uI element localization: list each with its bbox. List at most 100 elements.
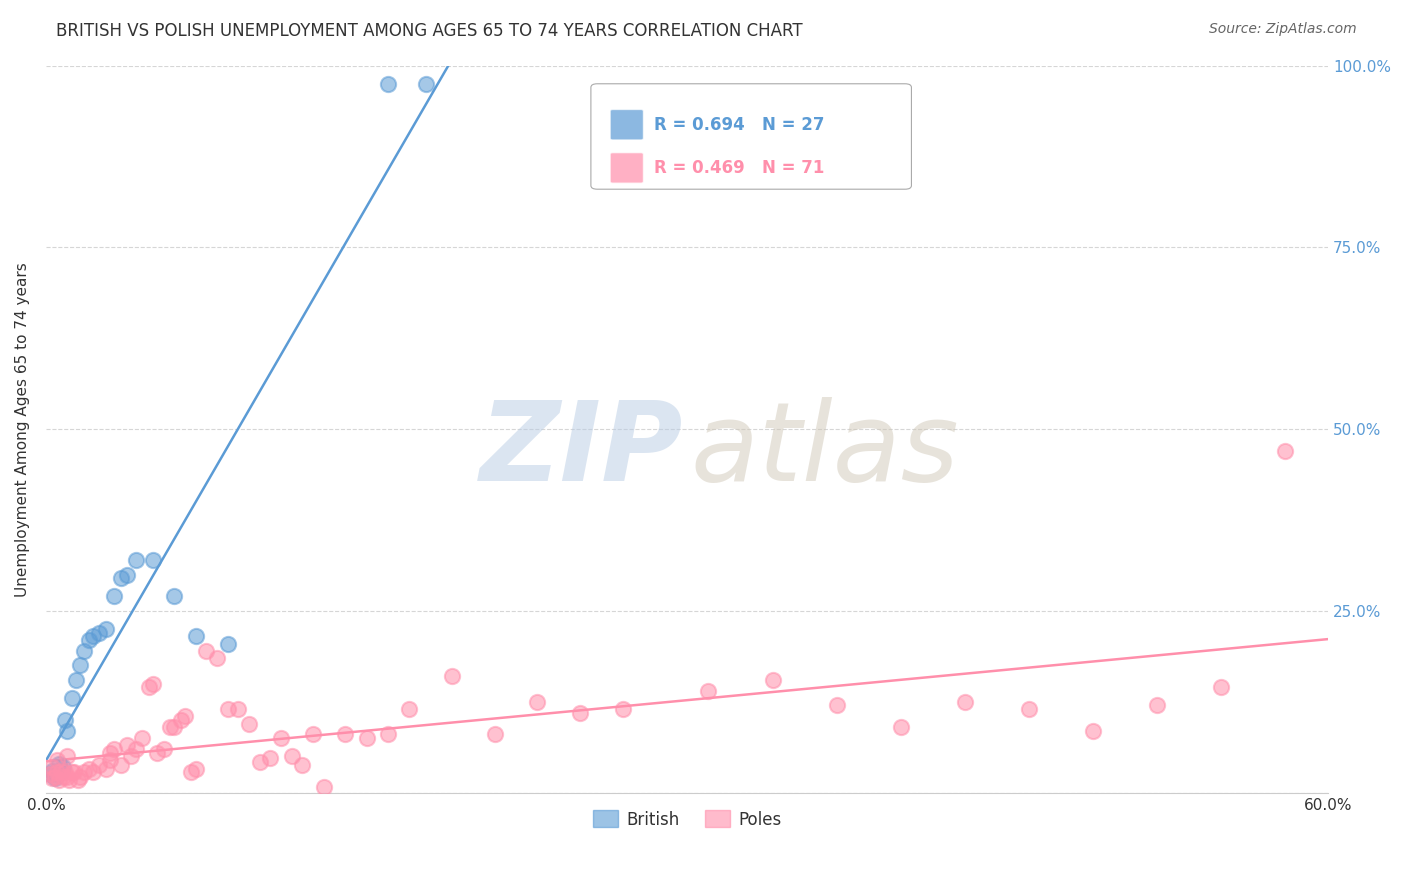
- Point: [125, 553, 148, 567]
- Point: [1018, 702, 1040, 716]
- Point: [249, 755, 271, 769]
- Point: [77, 632, 100, 647]
- Point: [205, 651, 228, 665]
- Point: [60, 765, 83, 780]
- Point: [45, 753, 67, 767]
- FancyBboxPatch shape: [610, 110, 644, 140]
- Text: atlas: atlas: [690, 398, 959, 505]
- Point: [103, 742, 125, 756]
- Point: [217, 637, 239, 651]
- Text: ZIP: ZIP: [479, 398, 683, 505]
- Y-axis label: Unemployment Among Ages 65 to 74 years: Unemployment Among Ages 65 to 74 years: [15, 261, 30, 597]
- Point: [49, 764, 72, 778]
- Point: [94, 622, 117, 636]
- Point: [39, 767, 62, 781]
- Point: [41, 764, 63, 778]
- Point: [152, 742, 174, 756]
- Point: [69, 770, 91, 784]
- FancyBboxPatch shape: [610, 153, 644, 183]
- Point: [56, 749, 79, 764]
- Point: [612, 702, 634, 716]
- Point: [52, 770, 75, 784]
- Point: [377, 77, 399, 91]
- Point: [825, 698, 848, 713]
- Point: [48, 756, 70, 771]
- Point: [398, 702, 420, 716]
- Point: [159, 720, 181, 734]
- Point: [125, 742, 148, 756]
- Point: [761, 673, 783, 687]
- Point: [1211, 680, 1233, 694]
- Point: [120, 749, 142, 764]
- Point: [53, 713, 76, 727]
- Point: [312, 780, 335, 794]
- Point: [41, 771, 63, 785]
- Point: [526, 695, 548, 709]
- Point: [69, 658, 91, 673]
- Point: [953, 695, 976, 709]
- Point: [484, 727, 506, 741]
- Point: [142, 553, 165, 567]
- Point: [195, 644, 218, 658]
- Point: [103, 590, 125, 604]
- Point: [217, 702, 239, 716]
- Point: [180, 765, 202, 780]
- Point: [44, 771, 66, 785]
- Point: [98, 753, 121, 767]
- Point: [291, 758, 314, 772]
- Point: [890, 720, 912, 734]
- Point: [377, 727, 399, 741]
- Point: [82, 629, 104, 643]
- Point: [259, 751, 281, 765]
- Text: R = 0.694   N = 27: R = 0.694 N = 27: [654, 116, 824, 134]
- Point: [56, 723, 79, 738]
- Point: [173, 709, 195, 723]
- Point: [89, 625, 111, 640]
- Text: Source: ZipAtlas.com: Source: ZipAtlas.com: [1209, 22, 1357, 37]
- Point: [115, 739, 138, 753]
- Point: [184, 763, 207, 777]
- Point: [94, 763, 117, 777]
- Point: [73, 644, 96, 658]
- Point: [48, 772, 70, 787]
- Point: [110, 758, 132, 772]
- Point: [184, 629, 207, 643]
- Point: [163, 720, 186, 734]
- Point: [53, 765, 76, 780]
- Point: [62, 765, 84, 780]
- Point: [302, 727, 325, 741]
- Point: [238, 716, 260, 731]
- Point: [49, 764, 72, 778]
- Point: [440, 669, 463, 683]
- Point: [226, 702, 249, 716]
- Point: [333, 727, 356, 741]
- Point: [1274, 444, 1296, 458]
- Point: [39, 767, 62, 781]
- Point: [45, 765, 67, 780]
- Point: [56, 770, 79, 784]
- Point: [131, 731, 153, 745]
- Legend: British, Poles: British, Poles: [586, 804, 787, 835]
- Point: [110, 571, 132, 585]
- Point: [60, 691, 83, 706]
- Point: [73, 765, 96, 780]
- Point: [115, 567, 138, 582]
- Point: [66, 772, 89, 787]
- Point: [1081, 723, 1104, 738]
- Point: [280, 749, 302, 764]
- Text: R = 0.469   N = 71: R = 0.469 N = 71: [654, 159, 824, 177]
- Text: BRITISH VS POLISH UNEMPLOYMENT AMONG AGES 65 TO 74 YEARS CORRELATION CHART: BRITISH VS POLISH UNEMPLOYMENT AMONG AGE…: [56, 22, 803, 40]
- Point: [41, 760, 63, 774]
- Point: [169, 713, 191, 727]
- Point: [82, 765, 104, 780]
- Point: [89, 758, 111, 772]
- Point: [77, 763, 100, 777]
- Point: [569, 706, 592, 720]
- Point: [65, 673, 87, 687]
- Point: [163, 590, 186, 604]
- Point: [58, 772, 80, 787]
- Point: [52, 760, 75, 774]
- Point: [1146, 698, 1168, 713]
- Point: [45, 767, 67, 781]
- Point: [146, 746, 169, 760]
